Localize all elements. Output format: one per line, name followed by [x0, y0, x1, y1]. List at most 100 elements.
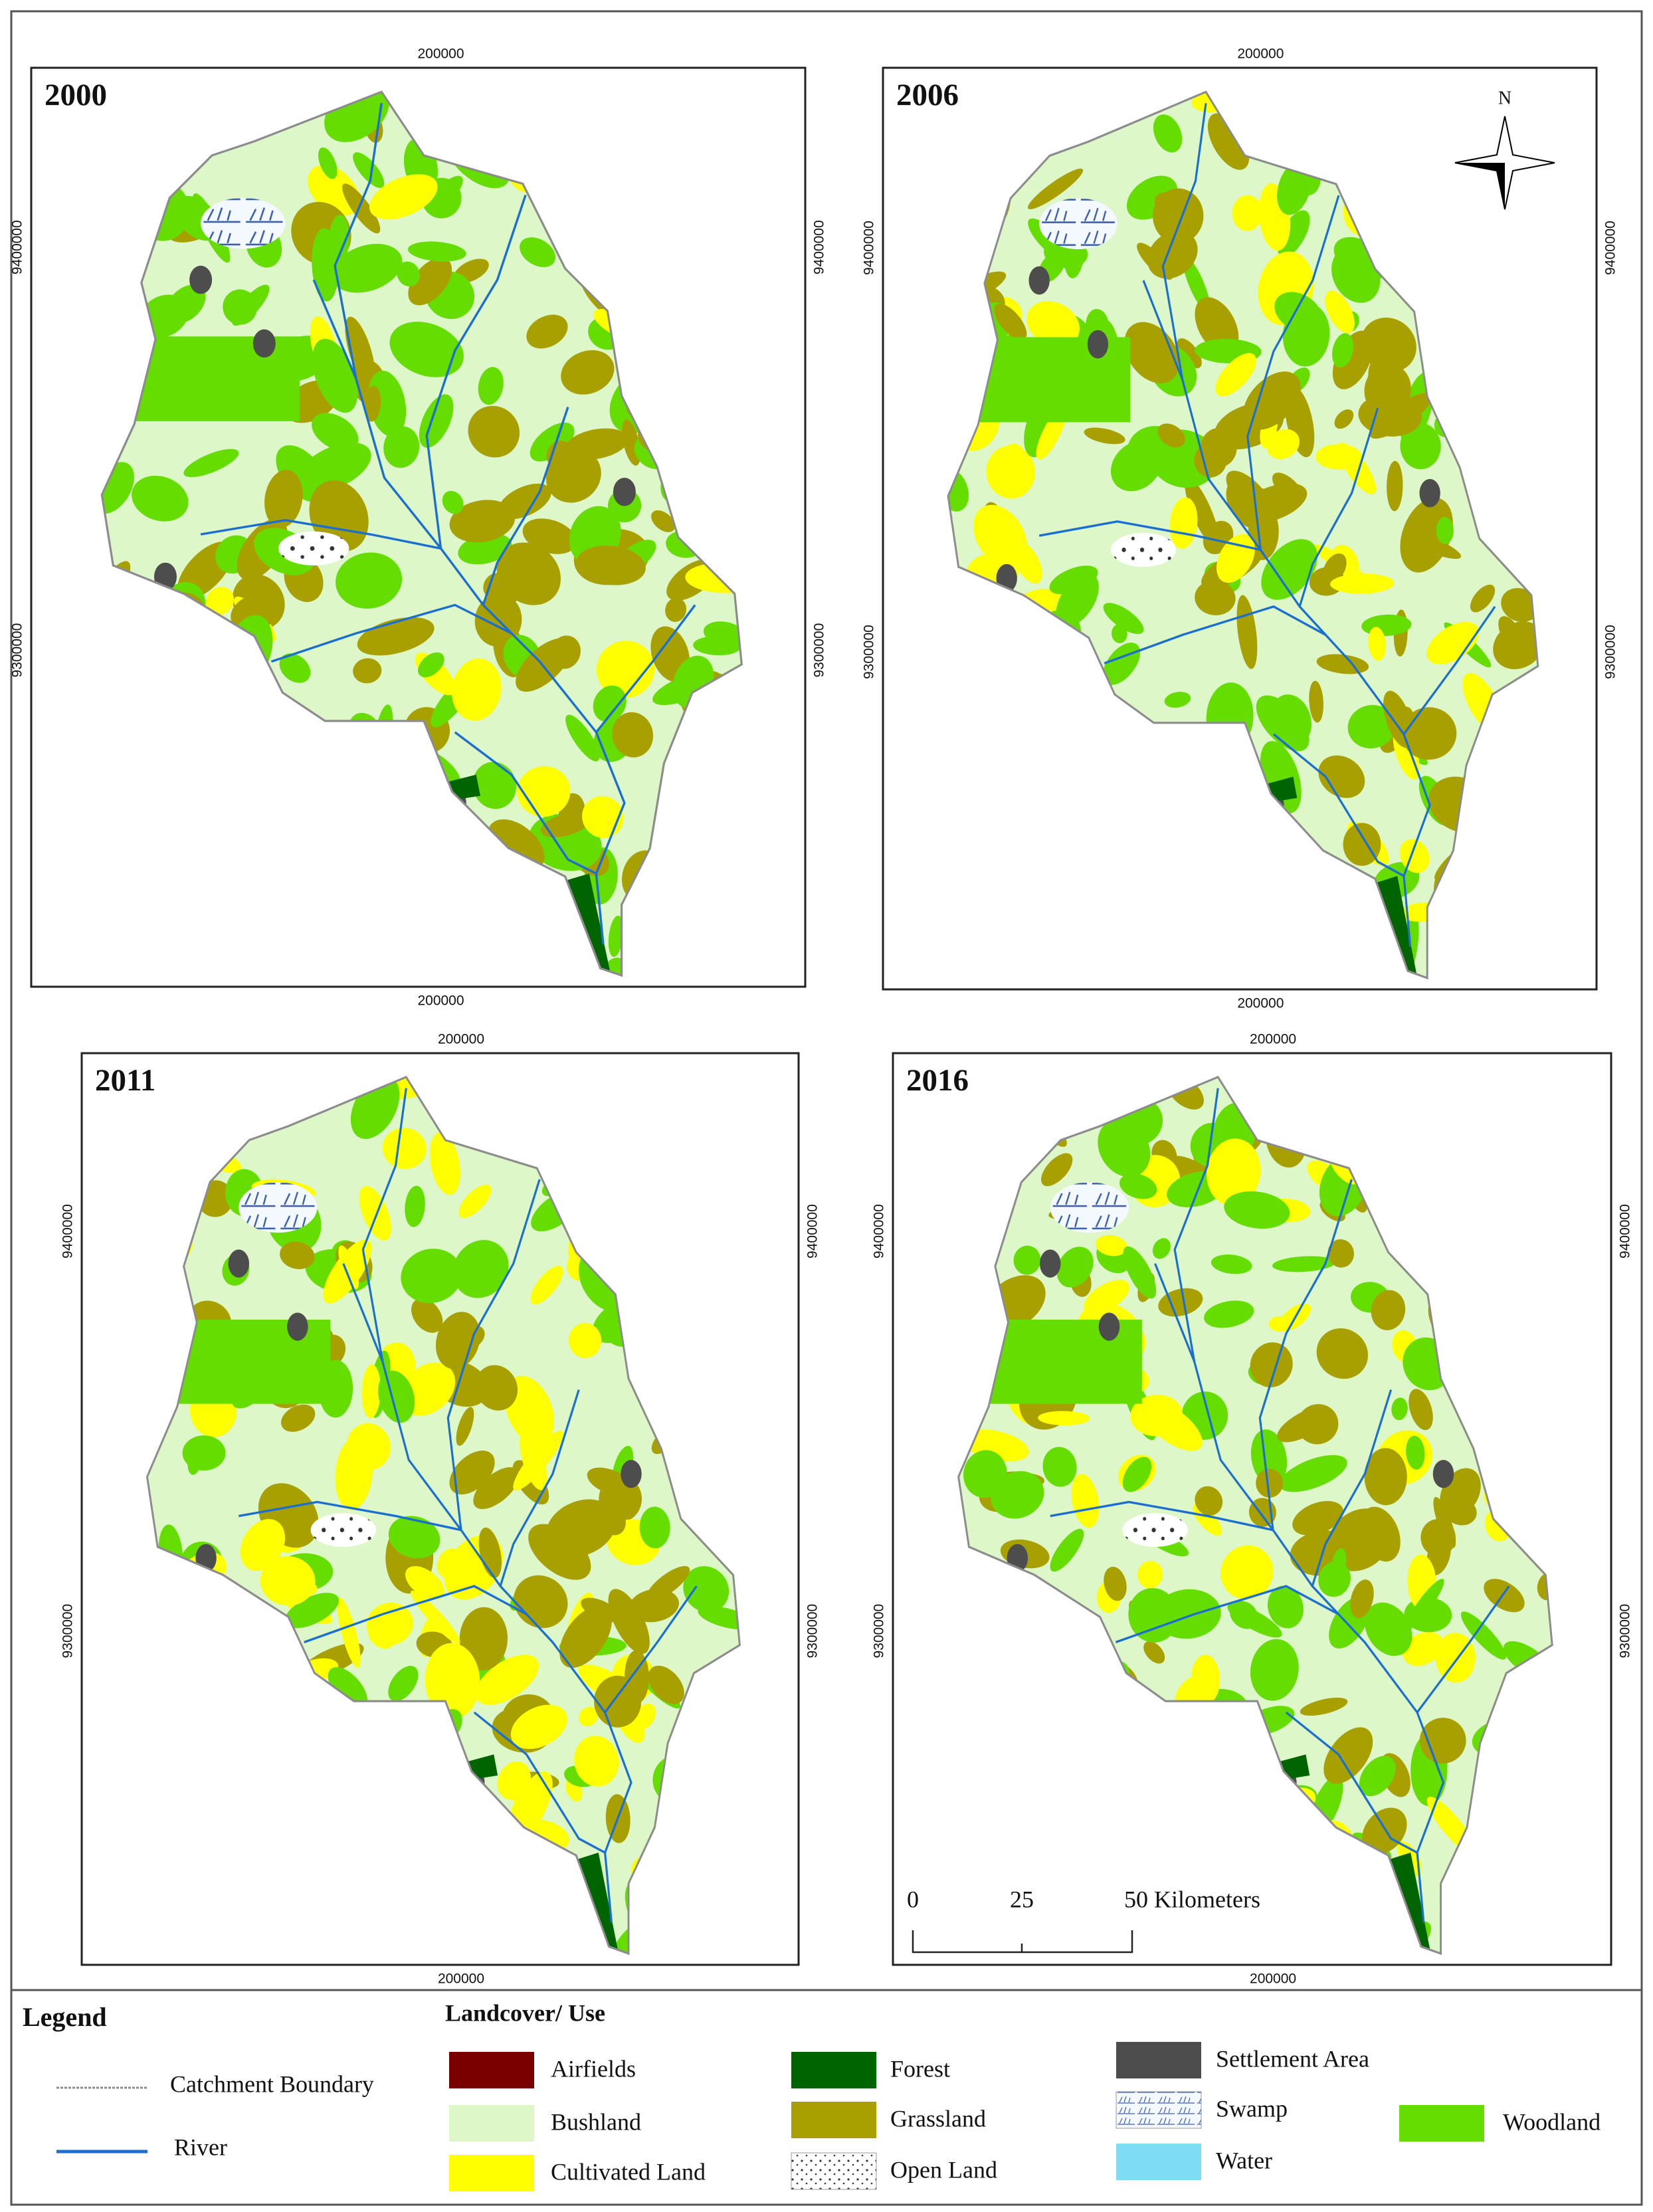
- landcover-patch: [1271, 694, 1312, 746]
- landcover-patch: [1128, 1587, 1179, 1643]
- landcover-patch: [1391, 1397, 1408, 1421]
- landcover-patch: [526, 314, 568, 349]
- river: [1403, 605, 1496, 735]
- landcover-patch: [1332, 333, 1354, 368]
- landcover-patch: [1484, 1579, 1525, 1613]
- landcover-patch: [366, 1602, 413, 1646]
- landcover-patch: [608, 1589, 650, 1655]
- landcover-patch: [1277, 210, 1310, 257]
- landcover-patch: [1013, 1245, 1041, 1275]
- landcover-title: Landcover/ Use: [445, 1999, 605, 2026]
- landcover-patch: [458, 1184, 492, 1219]
- river: [1258, 1179, 1353, 1530]
- landcover-patch: [1277, 1406, 1333, 1443]
- legend-swatch: [449, 2105, 534, 2142]
- landcover-patch: [353, 152, 385, 188]
- landcover-patch: [648, 1665, 684, 1704]
- swamp: [201, 197, 286, 249]
- river: [473, 1711, 606, 1854]
- landcover-patch: [472, 761, 516, 809]
- landcover-patch: [337, 1597, 361, 1668]
- landcover-patch: [520, 1429, 547, 1490]
- forest: [467, 1754, 498, 1780]
- landcover-patch: [1071, 1474, 1100, 1528]
- landcover-patch: [1460, 1611, 1507, 1660]
- forest: [576, 1853, 619, 1954]
- landcover-patch: [1220, 1545, 1274, 1599]
- landcover-patch: [1207, 113, 1250, 170]
- landcover-patch: [1157, 423, 1185, 448]
- river: [1115, 1585, 1339, 1644]
- landcover-patch: [1195, 580, 1236, 616]
- forest: [565, 873, 611, 975]
- landcover-patch: [1405, 1579, 1444, 1631]
- landcover-patch: [1154, 192, 1201, 231]
- scale-label: 25: [1010, 1886, 1034, 1912]
- landcover-patch: [1368, 627, 1387, 661]
- landcover-patch: [528, 1524, 591, 1580]
- landcover-patch: [1232, 195, 1262, 231]
- landcover-patch: [1027, 168, 1084, 209]
- legend-title: Legend: [23, 2002, 107, 2032]
- landcover-patch: [1406, 1435, 1425, 1470]
- landcover-patch: [581, 1597, 621, 1623]
- landcover-patch: [1226, 470, 1273, 520]
- landcover-patch: [639, 1506, 670, 1549]
- landcover-patch: [1318, 755, 1365, 798]
- legend-label: River: [174, 2134, 227, 2160]
- landcover-patch: [411, 1590, 460, 1645]
- landcover-patch: [132, 475, 189, 522]
- northing-label: 9400000: [812, 220, 827, 274]
- landcover-patch: [530, 422, 575, 462]
- landcover-patch: [1147, 231, 1198, 279]
- easting-label: 200000: [438, 1032, 484, 1047]
- river: [239, 1500, 462, 1532]
- northing-label: 9400000: [872, 1204, 887, 1258]
- landcover-patch: [1038, 1411, 1090, 1426]
- landcover-patch: [582, 796, 624, 839]
- landcover-patch: [468, 405, 520, 458]
- landcover-patch: [1103, 603, 1144, 635]
- northing-label: 9300000: [812, 623, 827, 678]
- landcover-patch: [651, 510, 675, 532]
- settlement: [621, 1460, 642, 1488]
- landcover-patch: [298, 443, 371, 492]
- landcover-patch: [318, 147, 338, 179]
- landcover-patch: [1207, 1138, 1261, 1206]
- river: [499, 1389, 580, 1587]
- landcover-patch: [1026, 301, 1080, 347]
- scale-bar: [912, 1930, 1133, 1954]
- landcover-patch: [1364, 1448, 1407, 1506]
- landcover-patch: [1387, 460, 1403, 512]
- landcover-patch: [332, 243, 403, 293]
- settlement: [1087, 330, 1109, 359]
- landcover-patch: [1436, 517, 1454, 544]
- river: [425, 194, 527, 549]
- landcover-patch: [1098, 1119, 1151, 1177]
- landcover-patch: [452, 1240, 509, 1298]
- river: [1161, 103, 1431, 948]
- landcover-patch: [397, 261, 421, 287]
- scale-label: 50 Kilometers: [1124, 1886, 1260, 1912]
- landcover-patch: [1330, 573, 1395, 594]
- landcover-patch: [328, 1666, 368, 1710]
- landcover-patch: [1050, 1528, 1084, 1572]
- landcover-patch: [312, 413, 359, 451]
- settlement: [1098, 1312, 1120, 1341]
- easting-label: 200000: [1250, 1971, 1296, 1987]
- landcover-patch: [530, 1265, 563, 1305]
- landcover-patch: [1084, 427, 1125, 445]
- legend-label: Open Land: [890, 2156, 997, 2183]
- landcover-patch: [1316, 1328, 1369, 1379]
- river: [342, 1262, 384, 1363]
- landcover-patch: [546, 441, 571, 466]
- landcover-patch: [576, 545, 646, 585]
- landcover-patch: [1040, 1153, 1073, 1187]
- settlement: [1039, 1249, 1061, 1278]
- settlement: [1028, 266, 1050, 295]
- landcover-patch: [1266, 429, 1300, 460]
- landcover-patch: [1279, 1455, 1347, 1492]
- landcover-patch: [284, 1593, 340, 1629]
- landcover-patch: [1111, 624, 1127, 643]
- catchment-boundary: [146, 1075, 741, 1956]
